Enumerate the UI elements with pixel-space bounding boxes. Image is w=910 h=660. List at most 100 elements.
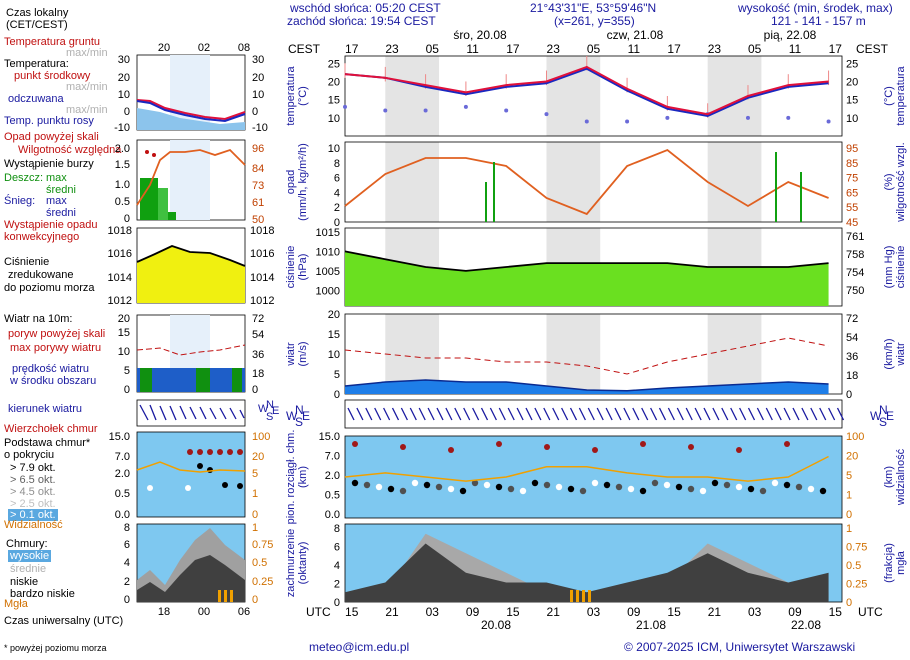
- compass-s: S: [879, 415, 887, 429]
- wind-speed-line: [344, 379, 829, 392]
- cover-unit: (oktanty): [297, 542, 309, 585]
- precip-tick: 4: [334, 187, 340, 199]
- cloud-base-dot: [519, 487, 527, 495]
- fog-tick: 0: [846, 597, 852, 609]
- mini-fog-tick: 0.75: [252, 539, 273, 551]
- temp-tick-right: 10: [846, 113, 858, 125]
- wind-arrow: [641, 407, 649, 421]
- legend-soil-temp-sub: max/min: [66, 47, 108, 59]
- cloud-tick: 0.0: [325, 509, 340, 521]
- cloud-base-dot: [711, 479, 719, 487]
- legend-wind-dir: kierunek wiatru: [8, 403, 82, 415]
- legend-wind-height: 10m:: [48, 313, 73, 325]
- cloud-base-dot: [435, 483, 443, 491]
- wind-tick: 10: [328, 349, 340, 361]
- cloud-base-dot: [615, 483, 623, 491]
- gust-line: [344, 337, 829, 375]
- wind-arrow: [489, 407, 497, 421]
- cloud-top-dot: [640, 441, 646, 447]
- legend-snow: Śnieg:: [4, 195, 36, 207]
- legend-wind-speed-1: prędkość wiatru: [12, 363, 90, 375]
- local-hour-label: 05: [587, 42, 601, 56]
- mini-wind-area-green: [196, 368, 210, 392]
- cloud-base-dot: [591, 479, 599, 487]
- local-hour-label: 11: [628, 42, 641, 56]
- cloud-top-dot: [736, 447, 742, 453]
- temp-tick: 10: [328, 113, 340, 125]
- cloud-base-dot: [555, 483, 563, 491]
- mini-wind-tick: 5: [124, 365, 130, 377]
- compass-w: W: [870, 409, 882, 423]
- mini-storm-dot: [145, 150, 149, 154]
- utc-label-right: UTC: [858, 605, 883, 619]
- mini-temp-line: [136, 99, 246, 121]
- mini-temp-tick-r: -10: [252, 122, 268, 134]
- fog-bar: [576, 590, 579, 602]
- cloud-base-dot: [687, 485, 695, 493]
- night-band: [546, 56, 601, 136]
- legend-wind-label: Wiatr na: [4, 313, 45, 325]
- local-hour-label: 23: [708, 42, 722, 56]
- dew-point-dot: [343, 104, 347, 109]
- legend-pressure-1: Ciśnienie: [4, 256, 50, 268]
- mini-wind-tick-r: 54: [252, 329, 264, 341]
- mini-winddir-panel: [136, 399, 246, 427]
- humidity-tick: 75: [846, 173, 858, 185]
- pressure-mmhg-tick: 754: [846, 267, 864, 279]
- night-band: [385, 56, 440, 136]
- pressure-tick: 1010: [316, 246, 340, 258]
- legend-rain-max: max: [46, 172, 67, 184]
- dew-point-dot: [504, 108, 509, 113]
- mini-temp-tick-r: 20: [252, 72, 264, 84]
- cest-label: CEST: [288, 42, 321, 56]
- wind-arrow: [561, 407, 569, 421]
- legend-cloud-base-2: o pokryciu: [4, 449, 55, 461]
- cest-label-right: CEST: [856, 42, 889, 56]
- dew-point-dot: [745, 115, 750, 120]
- legend-rain: Deszcz:: [4, 172, 44, 184]
- cloud-base-dot: [603, 481, 611, 489]
- rain-bar: [775, 152, 777, 222]
- legend-temperature: Temperatura:: [4, 58, 69, 70]
- utc-hour-label: 21: [385, 605, 399, 619]
- cloud-base-dot: [819, 487, 827, 495]
- dew-point-dot: [786, 115, 791, 120]
- utc-hour-labels: 15 21 03 09 15 21 03 09 15 21 03 09 15: [345, 605, 842, 619]
- mini-cloud-panel: [136, 431, 246, 518]
- wind-arrow: [650, 407, 658, 421]
- legend-soil-temp: Temperatura gruntu: [4, 36, 100, 48]
- cloud-base-dot: [663, 481, 671, 489]
- wind-arrow: [810, 407, 818, 421]
- mini-fog-tick: 0: [252, 594, 258, 606]
- wind-arrow: [614, 407, 622, 421]
- mini-temp-tick-r: 10: [252, 89, 264, 101]
- wind-arrow: [525, 407, 533, 421]
- wind-arrow: [436, 407, 444, 421]
- mini-cloud-tick: 15.0: [109, 431, 130, 443]
- legend-mid-point: punkt środkowy: [14, 70, 91, 82]
- mini-cover-tick: 8: [124, 522, 130, 534]
- cloud-base-dot: [471, 479, 479, 487]
- cloud-unit: (km): [297, 466, 309, 488]
- cloud-top-dot: [496, 441, 502, 447]
- temp-right-title: temperatura: [895, 65, 907, 125]
- mini-wind-tick: 15: [118, 327, 130, 339]
- coords-text: 21°43'31"E, 53°59'46"N: [530, 1, 657, 15]
- wind-arrow: [828, 407, 836, 421]
- night-bands: [385, 56, 762, 394]
- cloud-base-dot: [459, 487, 467, 495]
- mini-fog-tick: 1: [252, 522, 258, 534]
- legend-clouds-low: niskie: [10, 576, 39, 588]
- dew-point-dot: [625, 119, 630, 124]
- night-band: [707, 142, 762, 222]
- mini-cover-tick: 4: [124, 557, 130, 569]
- wind-arrow: [792, 407, 800, 421]
- wind-arrow: [347, 407, 355, 421]
- wind-kmh-tick: 54: [846, 332, 858, 344]
- mini-temp-tick: 10: [118, 89, 130, 101]
- footer-email[interactable]: meteo@icm.edu.pl: [309, 640, 410, 654]
- utc-hour-label: 03: [426, 605, 440, 619]
- legend-clouds-mid: średnie: [10, 563, 47, 575]
- wind-title: wiatr: [285, 342, 297, 367]
- cloud-base-dot: [783, 481, 791, 489]
